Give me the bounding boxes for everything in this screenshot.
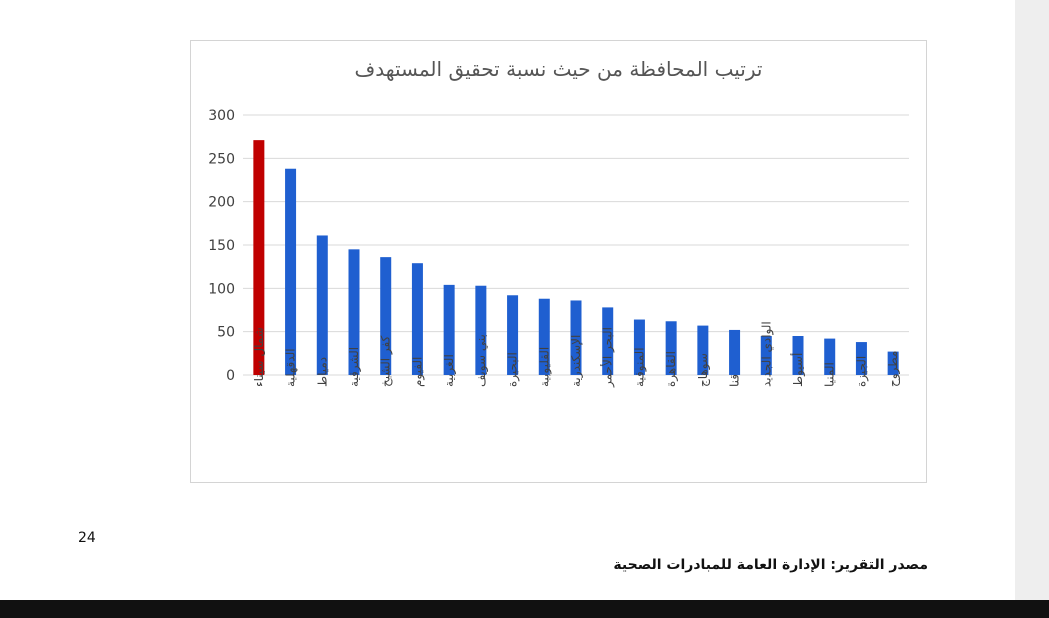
bar xyxy=(729,329,741,375)
side-margin-strip xyxy=(1015,0,1049,600)
x-tick-label: الشرقية xyxy=(347,347,362,387)
bar xyxy=(570,300,582,375)
y-tick-label: 50 xyxy=(217,325,235,341)
x-tick-label: الفيوم xyxy=(410,357,425,387)
bar xyxy=(348,249,360,375)
x-tick-label: الدقهلية xyxy=(284,348,298,387)
y-tick-label: 200 xyxy=(208,195,235,211)
y-tick-label: 0 xyxy=(226,368,235,384)
bar xyxy=(697,325,709,375)
bar xyxy=(380,257,392,375)
x-tick-label: القاهرة xyxy=(664,351,679,387)
x-tick-label: سوهاج xyxy=(696,353,711,387)
source-note: مصدر التقرير: الإدارة العامة للمبادرات ا… xyxy=(613,557,928,573)
bar-chart: 0 50 100 150 200 250 300 شمال سيناء الدقهلية دميا… xyxy=(208,108,909,388)
bar xyxy=(760,336,772,375)
bar xyxy=(602,307,614,375)
y-tick-label: 300 xyxy=(208,108,235,124)
bar xyxy=(538,298,550,375)
x-tick-label: بني سويف xyxy=(474,334,489,387)
x-tick-label: أسيوط xyxy=(790,353,806,387)
bar xyxy=(633,319,645,375)
bar xyxy=(665,321,677,375)
page-number: 24 xyxy=(78,530,96,546)
bar xyxy=(316,235,328,375)
x-tick-label: الغربية xyxy=(442,354,457,387)
x-tick-label: كفر الشيخ xyxy=(379,335,394,387)
x-tick-label: المنوفية xyxy=(632,347,647,387)
y-tick-label: 250 xyxy=(208,151,235,167)
x-tick-label: قنا xyxy=(728,374,742,387)
bar xyxy=(475,285,487,375)
x-tick-label: البحيرة xyxy=(506,352,521,387)
chart-title: ترتيب المحافظة من حيث نسبة تحقيق المستهد… xyxy=(354,57,763,81)
chart-frame: ترتيب المحافظة من حيث نسبة تحقيق المستهد… xyxy=(190,40,927,483)
bar xyxy=(411,263,423,375)
y-tick-label: 100 xyxy=(208,281,235,297)
bar xyxy=(285,168,297,375)
bottom-black-bar xyxy=(0,600,1049,618)
bar xyxy=(855,342,867,375)
bar xyxy=(887,351,899,375)
x-tick-label: الإسكندرية xyxy=(569,335,584,387)
x-tick-label: الجيزة xyxy=(854,356,869,387)
bar xyxy=(443,284,455,375)
x-tick-label: مطروح xyxy=(886,351,901,387)
bar xyxy=(792,336,804,375)
x-tick-label: الوادي الجديد xyxy=(759,321,774,387)
bar xyxy=(507,295,519,375)
x-tick-label: البحر الأحمر xyxy=(600,327,616,388)
x-tick-label: شمال سيناء xyxy=(252,327,266,387)
x-tick-label: القليوبية xyxy=(537,347,552,387)
x-tick-label: المنيا xyxy=(823,362,837,387)
bar xyxy=(824,338,836,375)
y-tick-label: 150 xyxy=(208,238,235,254)
bar xyxy=(253,140,265,375)
x-tick-label: دمياط xyxy=(315,357,329,387)
